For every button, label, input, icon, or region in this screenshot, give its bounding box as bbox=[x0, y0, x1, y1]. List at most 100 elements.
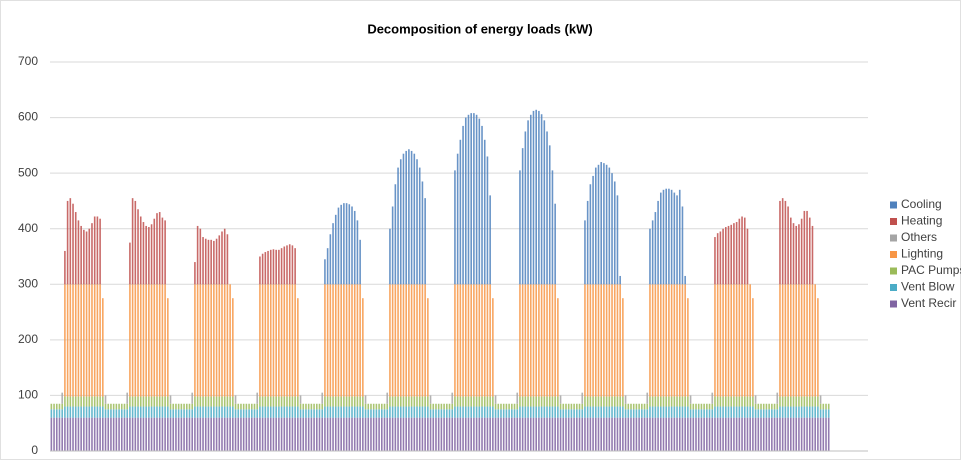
bar-segment bbox=[74, 212, 77, 285]
legend-swatch bbox=[890, 284, 897, 291]
legend-label: Heating bbox=[901, 214, 942, 228]
bar-segment bbox=[538, 417, 540, 451]
bar-segment bbox=[318, 409, 321, 418]
bar-segment bbox=[391, 406, 394, 418]
bar-segment bbox=[619, 396, 621, 407]
bar-segment bbox=[126, 392, 128, 404]
legend-swatch bbox=[890, 234, 897, 242]
bar-segment bbox=[188, 403, 191, 410]
bar-segment bbox=[546, 131, 548, 285]
bar-segment bbox=[616, 195, 619, 285]
bar-segment bbox=[120, 409, 123, 418]
bar-segment bbox=[91, 396, 93, 407]
bar-segment bbox=[294, 248, 296, 285]
bar-segment bbox=[210, 284, 212, 397]
bar-segment bbox=[662, 406, 665, 418]
bar-segment bbox=[267, 417, 269, 451]
bar-segment bbox=[762, 403, 765, 410]
bar-segment bbox=[822, 417, 825, 451]
bar-segment bbox=[294, 406, 296, 418]
bar-segment bbox=[126, 409, 128, 418]
bar-segment bbox=[145, 225, 147, 285]
bar-segment bbox=[727, 225, 730, 285]
bar-segment bbox=[283, 284, 286, 397]
bar-segment bbox=[678, 284, 681, 397]
bar-segment bbox=[462, 417, 464, 451]
bar-segment bbox=[483, 139, 486, 285]
bar-segment bbox=[218, 396, 221, 407]
bar-segment bbox=[435, 409, 437, 418]
bar-segment bbox=[156, 417, 158, 451]
bar-segment bbox=[283, 417, 286, 451]
bar-segment bbox=[58, 409, 61, 418]
bar-segment bbox=[207, 406, 210, 418]
bar-segment bbox=[719, 284, 722, 397]
bar-segment bbox=[781, 417, 784, 451]
bar-segment bbox=[619, 417, 621, 451]
bar-segment bbox=[215, 396, 218, 407]
bar-segment bbox=[226, 396, 229, 407]
bar-segment bbox=[55, 403, 58, 410]
bar-segment bbox=[494, 395, 497, 404]
bar-segment bbox=[730, 406, 733, 418]
bar-segment bbox=[194, 406, 196, 418]
bar-segment bbox=[123, 417, 126, 451]
bar-segment bbox=[814, 284, 816, 397]
bar-segment bbox=[399, 159, 402, 285]
bar-segment bbox=[697, 409, 700, 418]
bar-segment bbox=[711, 392, 714, 404]
bar-segment bbox=[597, 417, 600, 451]
bar-segment bbox=[597, 406, 600, 418]
bar-segment bbox=[478, 406, 481, 418]
bar-segment bbox=[651, 220, 654, 285]
bar-segment bbox=[478, 417, 481, 451]
bar-segment bbox=[326, 396, 329, 407]
bar-segment bbox=[232, 298, 234, 397]
bar-segment bbox=[722, 284, 724, 397]
bar-segment bbox=[129, 284, 131, 397]
bar-segment bbox=[643, 417, 646, 451]
bar-segment bbox=[83, 284, 85, 397]
bar-segment bbox=[158, 212, 161, 285]
bar-segment bbox=[394, 406, 397, 418]
bar-segment bbox=[107, 409, 110, 418]
bar-segment bbox=[790, 217, 792, 285]
bar-segment bbox=[362, 396, 364, 407]
bar-segment bbox=[372, 417, 375, 451]
bar-segment bbox=[703, 403, 705, 410]
bar-segment bbox=[234, 417, 237, 451]
bar-segment bbox=[616, 417, 619, 451]
bar-segment bbox=[589, 284, 592, 397]
bar-segment bbox=[513, 403, 516, 410]
bar-segment bbox=[177, 409, 180, 418]
bar-segment bbox=[470, 113, 472, 285]
bar-segment bbox=[681, 206, 684, 285]
bar-segment bbox=[278, 249, 280, 285]
bar-segment bbox=[318, 417, 321, 451]
bar-segment bbox=[448, 409, 451, 418]
bar-segment bbox=[540, 114, 543, 285]
bar-segment bbox=[340, 396, 342, 407]
bar-segment bbox=[632, 417, 635, 451]
bar-segment bbox=[213, 417, 215, 451]
bar-segment bbox=[749, 406, 751, 418]
bar-segment bbox=[272, 396, 275, 407]
bar-segment bbox=[738, 396, 741, 407]
bar-segment bbox=[291, 245, 294, 285]
bar-segment bbox=[102, 396, 104, 407]
bar-segment bbox=[754, 403, 757, 410]
bar-segment bbox=[538, 406, 540, 418]
bar-segment bbox=[389, 228, 391, 285]
bar-segment bbox=[719, 417, 722, 451]
bar-segment bbox=[74, 406, 77, 418]
bar-segment bbox=[386, 409, 389, 418]
bar-segment bbox=[351, 417, 353, 451]
bar-segment bbox=[232, 406, 234, 418]
bar-segment bbox=[169, 395, 172, 404]
bar-segment bbox=[727, 396, 730, 407]
bar-segment bbox=[722, 396, 724, 407]
bar-segment bbox=[221, 231, 223, 285]
bar-segment bbox=[267, 284, 269, 397]
bar-segment bbox=[104, 409, 107, 418]
bar-segment bbox=[654, 212, 657, 285]
